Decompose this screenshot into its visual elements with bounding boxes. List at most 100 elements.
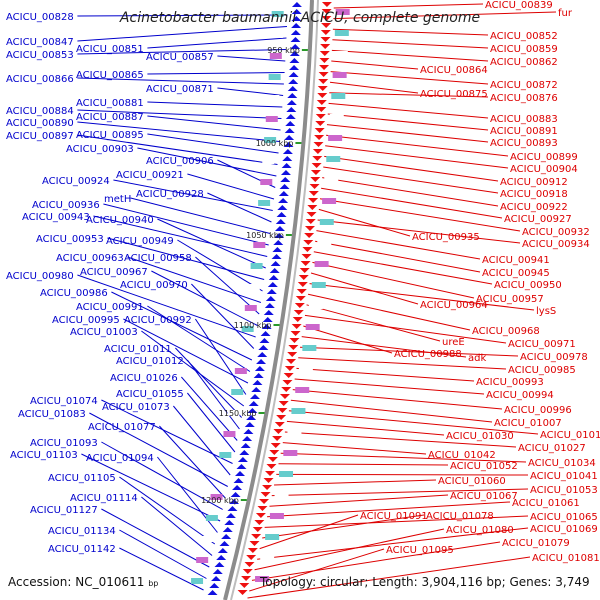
left-gene-label: ACICU_00890 (6, 118, 74, 129)
forward-gene-arrow (300, 261, 311, 266)
feature-block (238, 347, 251, 353)
reverse-gene-arrow (290, 37, 301, 42)
feature-block (334, 30, 349, 36)
feature-block (253, 242, 266, 248)
reverse-gene-arrow (278, 191, 289, 196)
left-gene-label: ACICU_00967 (80, 267, 148, 278)
feature-block (227, 410, 240, 416)
feature-block (274, 492, 289, 498)
reverse-gene-arrow (217, 548, 228, 553)
right-gene-label: ACICU_00883 (490, 114, 558, 125)
reverse-gene-arrow (233, 478, 244, 483)
forward-gene-arrow (318, 72, 329, 77)
reverse-gene-arrow (271, 254, 282, 259)
forward-gene-arrow (273, 429, 284, 434)
reverse-gene-arrow (235, 471, 246, 476)
forward-gene-arrow (317, 86, 328, 91)
right-gene-label: ACICU_00957 (476, 294, 544, 305)
right-gene-label: ACICU_00862 (490, 57, 558, 68)
reverse-gene-arrow (254, 366, 265, 371)
reverse-gene-arrow (283, 142, 294, 147)
right-gene-label: ACICU_00934 (522, 239, 590, 250)
right-gene-label: ACICU_00918 (500, 189, 568, 200)
left-gene-label: ACICU_00995 (52, 315, 120, 326)
left-gene-label: ACICU_01074 (30, 396, 98, 407)
forward-gene-arrow (313, 142, 324, 147)
reverse-gene-arrow (261, 324, 272, 329)
left-gene-label: ACICU_00881 (76, 98, 144, 109)
feature-block (201, 536, 214, 542)
forward-gene-arrow (292, 317, 303, 322)
left-gene-label: ACICU_01077 (88, 422, 156, 433)
feature-block (244, 305, 257, 311)
right-gene-label: ACICU_00941 (482, 255, 550, 266)
reverse-gene-arrow (288, 72, 299, 77)
reverse-gene-arrow (279, 184, 290, 189)
right-gene-label: ACICU_01014 (540, 430, 600, 441)
left-gene-label: ACICU_00992 (124, 315, 192, 326)
feature-block (271, 11, 284, 17)
scale-tick-label: 950 kbp (267, 46, 300, 55)
reverse-gene-arrow (216, 555, 227, 560)
right-gene-label: ACICU_00964 (420, 300, 488, 311)
feature-block (191, 578, 204, 584)
reverse-gene-arrow (246, 415, 257, 420)
reverse-gene-arrow (276, 212, 287, 217)
feature-block (262, 158, 275, 164)
forward-gene-arrow (251, 534, 262, 539)
reverse-gene-arrow (262, 317, 273, 322)
left-gene-label: ACICU_00943 (22, 212, 90, 223)
right-gene-label: ACICU_00994 (486, 390, 554, 401)
forward-gene-arrow (281, 387, 292, 392)
left-gene-label: ACICU_00887 (76, 112, 144, 123)
reverse-gene-arrow (257, 352, 268, 357)
reverse-gene-arrow (266, 289, 277, 294)
right-gene-label: ACICU_00985 (508, 365, 576, 376)
genome-title: Acinetobacter baumannii ACICU, complete … (119, 10, 481, 26)
forward-gene-arrow (302, 247, 313, 252)
left-gene-label: ACICU_01012 (116, 356, 184, 367)
right-gene-label: ureE (442, 337, 465, 348)
scale-tick-label: 1000 kbp (256, 139, 294, 148)
right-gene-label: ACICU_01042 (428, 450, 496, 461)
left-gene-label: ACICU_00963 (56, 253, 124, 264)
reverse-gene-arrow (278, 198, 289, 203)
forward-gene-arrow (315, 121, 326, 126)
left-gene-label: ACICU_01083 (18, 409, 86, 420)
reverse-gene-arrow (291, 23, 302, 28)
reverse-gene-arrow (244, 422, 255, 427)
forward-gene-arrow (290, 331, 301, 336)
right-gene-label: ACICU_01078 (426, 511, 494, 522)
left-gene-label: ACICU_01142 (48, 544, 116, 555)
forward-gene-arrow (282, 380, 293, 385)
forward-gene-arrow (321, 16, 332, 21)
reverse-gene-arrow (269, 268, 280, 273)
forward-gene-arrow (286, 359, 297, 364)
reverse-gene-arrow (273, 240, 284, 245)
left-gene-label: ACICU_00903 (66, 144, 134, 155)
forward-gene-arrow (279, 394, 290, 399)
reverse-gene-arrow (219, 541, 230, 546)
reverse-gene-arrow (256, 359, 267, 364)
right-gene-label: ACICU_01095 (386, 545, 454, 556)
left-gene-label: ACICU_00847 (6, 37, 74, 48)
right-gene-label: ACICU_00852 (490, 31, 558, 42)
left-gene-label: ACICU_01094 (86, 453, 154, 464)
right-gene-label: ACICU_01067 (450, 491, 518, 502)
reverse-gene-arrow (253, 373, 264, 378)
scale-ticks: 950 kbp 1000 kbp 1050 kbp 1100 kbp 1150 kbp 1… (201, 46, 308, 505)
forward-gene-arrow (283, 373, 294, 378)
forward-gene-arrow (318, 79, 329, 84)
left-gene-label: ACICU_00936 (32, 200, 100, 211)
reverse-gene-arrow (272, 247, 283, 252)
feature-block (241, 326, 254, 332)
right-gene-label: ACICU_01052 (450, 461, 518, 472)
forward-gene-arrow (299, 268, 310, 273)
forward-gene-arrow (246, 555, 257, 560)
left-gene-label: ACICU_01103 (10, 450, 78, 461)
feature-block (329, 114, 344, 120)
feature-block (326, 156, 341, 162)
feature-block (231, 389, 244, 395)
reverse-gene-arrow (289, 51, 300, 56)
forward-gene-arrow (316, 100, 327, 105)
